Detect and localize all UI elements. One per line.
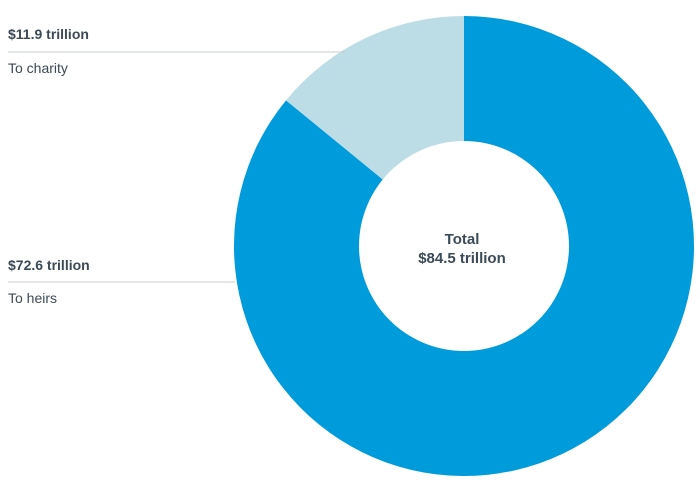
heirs-name-label: To heirs [8, 290, 57, 306]
center-title: Total [445, 231, 480, 248]
heirs-value-label: $72.6 trillion [8, 257, 90, 273]
charity-value-label: $11.9 trillion [8, 26, 89, 42]
donut-hole [359, 141, 569, 351]
center-total: $84.5 trillion [418, 250, 506, 267]
charity-name-label: To charity [8, 60, 68, 76]
